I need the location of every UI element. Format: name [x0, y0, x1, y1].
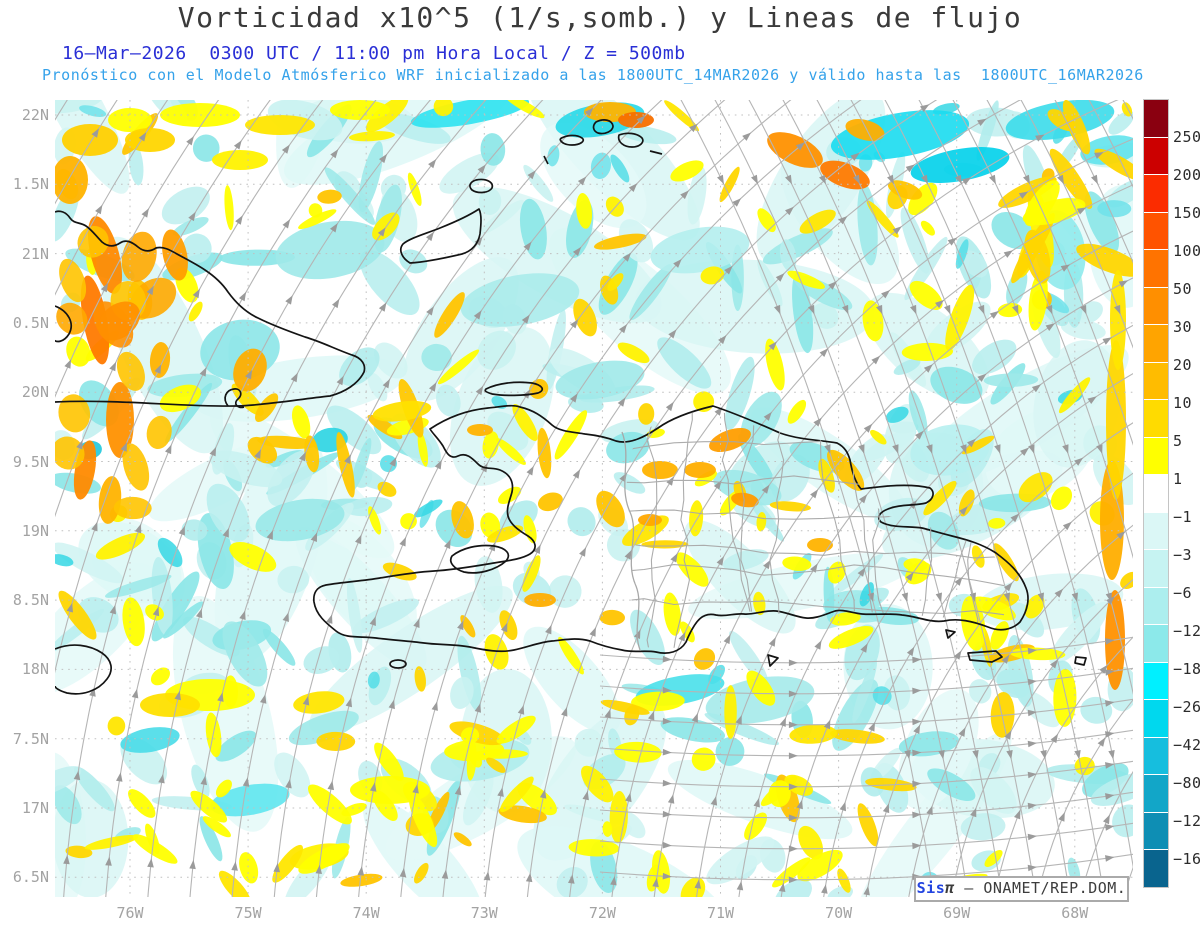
turks-island: [649, 150, 663, 155]
lon-label: 72W: [588, 904, 616, 922]
left-edge-coast: [55, 305, 73, 343]
colorbar-tick-label: −160: [1173, 850, 1200, 868]
guantanamo-inlet: [224, 388, 245, 409]
colorbar-tick-label: 1: [1173, 470, 1183, 488]
colorbar-segment: [1144, 287, 1168, 325]
cuba-coast: [55, 210, 366, 407]
colorbar-tick-label: 30: [1173, 318, 1193, 336]
saona-island: [967, 650, 1003, 663]
hispaniola-coast: [312, 404, 1029, 654]
colorbar-segment: [1144, 362, 1168, 400]
lat-label: 7.5N: [12, 729, 49, 748]
colorbar-segment: [1144, 550, 1168, 588]
colorbar-tick-label: −120: [1173, 812, 1200, 830]
lat-label: 19N: [21, 521, 49, 540]
pi-symbol: π: [945, 879, 955, 897]
ile-a-vache: [389, 659, 407, 669]
colorbar-tick-label: 200: [1173, 166, 1200, 184]
lat-label: 8.5N: [12, 591, 49, 610]
colorbar-tick-label: −1: [1173, 508, 1193, 526]
attribution-box: Sisπ – ONAMET/REP.DOM.: [914, 876, 1129, 902]
colorbar-segment: [1144, 137, 1168, 175]
colorbar-segment: [1144, 400, 1168, 438]
colorbar-tick-label: 250: [1173, 128, 1200, 146]
colorbar-tick-label: 150: [1173, 204, 1200, 222]
catalina-island: [945, 629, 956, 639]
acklins-island: [559, 134, 585, 146]
colorbar-segment: [1144, 512, 1168, 550]
lon-label: 69W: [943, 904, 971, 922]
vorticity-field-layer: [55, 100, 1133, 897]
lon-label: 70W: [825, 904, 853, 922]
lon-label: 71W: [706, 904, 735, 922]
lat-label: 0.5N: [12, 313, 49, 332]
little-inagua-island: [469, 178, 494, 194]
colorbar-tick-label: −26: [1173, 698, 1200, 716]
colorbar-tick-label: 100: [1173, 242, 1200, 260]
grid-layer: [55, 100, 1133, 897]
colorbar-tick-label: −18: [1173, 660, 1200, 678]
colorbar-tick-label: −42: [1173, 736, 1200, 754]
colorbar-segment: [1144, 700, 1168, 738]
colorbar-segment: [1144, 212, 1168, 250]
tortuga-island: [484, 381, 544, 397]
lat-label: 9.5N: [12, 452, 49, 471]
colorbar-tick-label: −6: [1173, 584, 1193, 602]
colorbar-segment: [1144, 437, 1168, 475]
lon-label: 74W: [352, 904, 380, 922]
lon-label: 76W: [116, 904, 144, 922]
lat-label: 17N: [21, 799, 49, 817]
attribution-separator: –: [954, 879, 984, 897]
colorbar-segment: [1144, 250, 1168, 288]
colorbar-segment: [1144, 775, 1168, 813]
haiti-dr-border: [621, 431, 641, 651]
mayaguana-island: [592, 119, 614, 135]
attribution-system: Sis: [916, 879, 946, 897]
lat-label: 22N: [21, 106, 49, 124]
colorbar-tick-label: 50: [1173, 280, 1193, 298]
jamaica-coast: [55, 644, 112, 695]
colorbar-segment: [1144, 662, 1168, 700]
coastlines-layer: [55, 119, 1087, 695]
beata-island: [767, 654, 779, 667]
colorbar-segment: [1144, 175, 1168, 213]
lat-label: 18N: [21, 660, 49, 679]
colorbar-tick-label: −12: [1173, 622, 1200, 640]
valid-time-line: 16–Mar–2026 0300 UTC / 11:00 pm Hora Loc…: [62, 43, 686, 64]
colorbar-segment: [1144, 625, 1168, 663]
lon-label: 73W: [470, 904, 498, 922]
lon-label: 68W: [1061, 904, 1089, 922]
colorbar-tick-label: −3: [1173, 546, 1193, 564]
colorbar-segment: [1144, 475, 1168, 513]
colorbar: [1143, 99, 1169, 888]
small-cay: [543, 155, 549, 165]
lon-label: 75W: [234, 904, 262, 922]
colorbar-segment: [1144, 587, 1168, 625]
model-info-line: Pronóstico con el Modelo Atmósferico WRF…: [42, 66, 1144, 84]
colorbar-segment: [1144, 100, 1168, 138]
mona-island: [1074, 656, 1087, 666]
colorbar-segment: [1144, 812, 1168, 850]
colorbar-segment: [1144, 850, 1168, 887]
gonave-island: [449, 544, 510, 574]
colorbar-segment: [1144, 737, 1168, 775]
great-inagua-island: [400, 208, 482, 264]
lat-label: 6.5N: [12, 868, 49, 887]
colorbar-tick-label: 20: [1173, 356, 1193, 374]
chart-title: Vorticidad x10^5 (1/s,somb.) y Lineas de…: [177, 1, 1023, 34]
colorbar-tick-label: 10: [1173, 394, 1193, 412]
colorbar-tick-label: 5: [1173, 432, 1183, 450]
lat-label: 20N: [21, 383, 49, 402]
lat-label: 21N: [21, 244, 49, 263]
colorbar-tick-label: −80: [1173, 774, 1200, 792]
caicos-islands: [617, 132, 644, 148]
lat-label: 1.5N: [12, 175, 49, 194]
colorbar-segment: [1144, 325, 1168, 363]
attribution-org: ONAMET/REP.DOM.: [983, 879, 1127, 897]
